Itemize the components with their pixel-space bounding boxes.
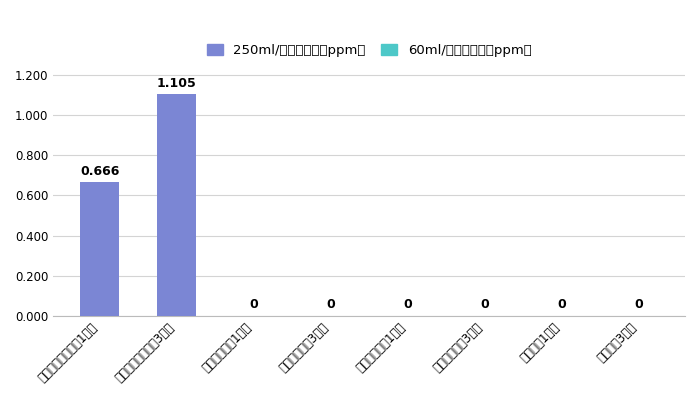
Legend: 250ml/分の平均値（ppm）, 60ml/分の平均値（ppm）: 250ml/分の平均値（ppm）, 60ml/分の平均値（ppm） (202, 38, 537, 62)
Bar (80, 182, 119, 316)
Text: 0.666: 0.666 (80, 166, 119, 178)
Bar (158, 94, 196, 316)
Text: 0: 0 (557, 298, 566, 311)
Text: 1.105: 1.105 (157, 77, 197, 90)
Text: 0: 0 (634, 298, 643, 311)
Text: 0: 0 (249, 298, 258, 311)
Text: 0: 0 (480, 298, 489, 311)
Text: 0: 0 (326, 298, 335, 311)
Text: 0: 0 (403, 298, 412, 311)
